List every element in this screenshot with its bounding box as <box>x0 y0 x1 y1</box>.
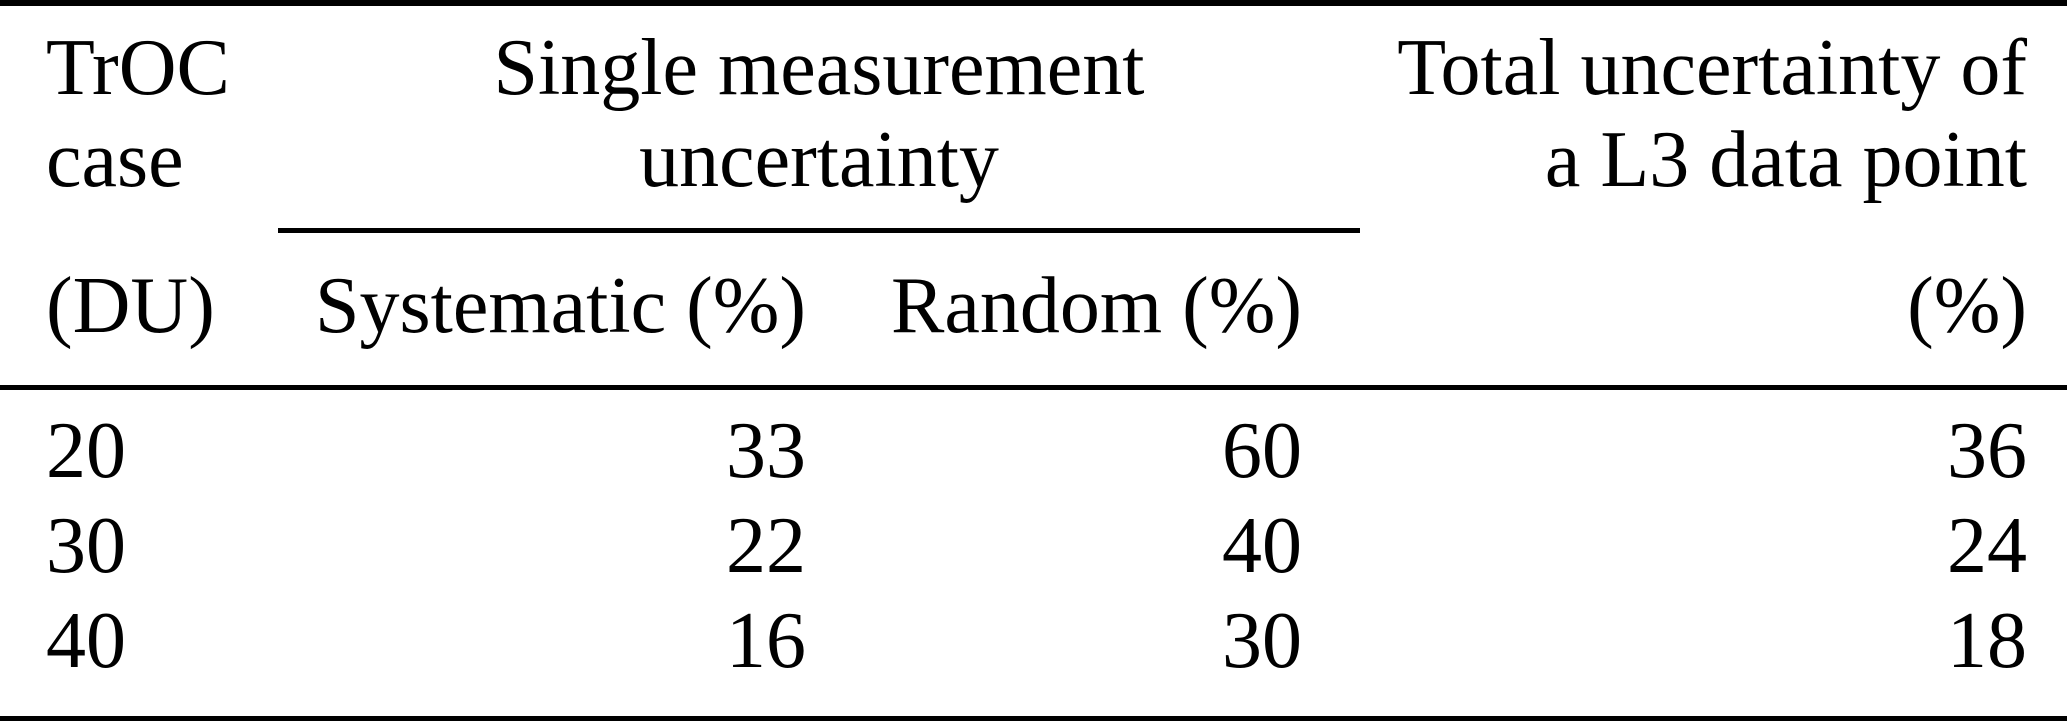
subheader-du: (DU) <box>46 262 215 350</box>
row2-case: 30 <box>46 502 126 590</box>
header-troc-line1: TrOC <box>46 24 230 112</box>
row1-total: 36 <box>1947 407 2027 495</box>
row2-random: 40 <box>1222 502 1302 590</box>
subheader-systematic: Systematic (%) <box>315 262 806 350</box>
row3-case: 40 <box>46 597 126 685</box>
header-troc-line2: case <box>46 116 184 204</box>
row1-case: 20 <box>46 407 126 495</box>
row3-total: 18 <box>1947 597 2027 685</box>
header-total-line2: a L3 data point <box>1544 116 2027 204</box>
row2-systematic: 22 <box>726 502 806 590</box>
row3-systematic: 16 <box>726 597 806 685</box>
header-total-uncertainty: Total uncertainty of a L3 data point <box>1360 6 2067 228</box>
header-total-line1: Total uncertainty of <box>1397 24 2027 112</box>
row1-systematic: 33 <box>726 407 806 495</box>
subheader-total-percent: (%) <box>1907 262 2027 350</box>
row2-total: 24 <box>1947 502 2027 590</box>
row1-random: 60 <box>1222 407 1302 495</box>
header-body-rule <box>0 385 2067 390</box>
group-spanner-rule <box>278 228 1360 233</box>
row3-random: 30 <box>1222 597 1302 685</box>
header-troc-case: TrOC case <box>0 6 278 228</box>
header-group-single-measurement: Single measurement uncertainty <box>278 6 1360 228</box>
header-group-line2: uncertainty <box>639 116 999 204</box>
top-rule <box>0 0 2067 6</box>
bottom-rule <box>0 716 2067 721</box>
header-group-line1: Single measurement <box>493 24 1145 112</box>
subheader-random: Random (%) <box>890 262 1302 350</box>
